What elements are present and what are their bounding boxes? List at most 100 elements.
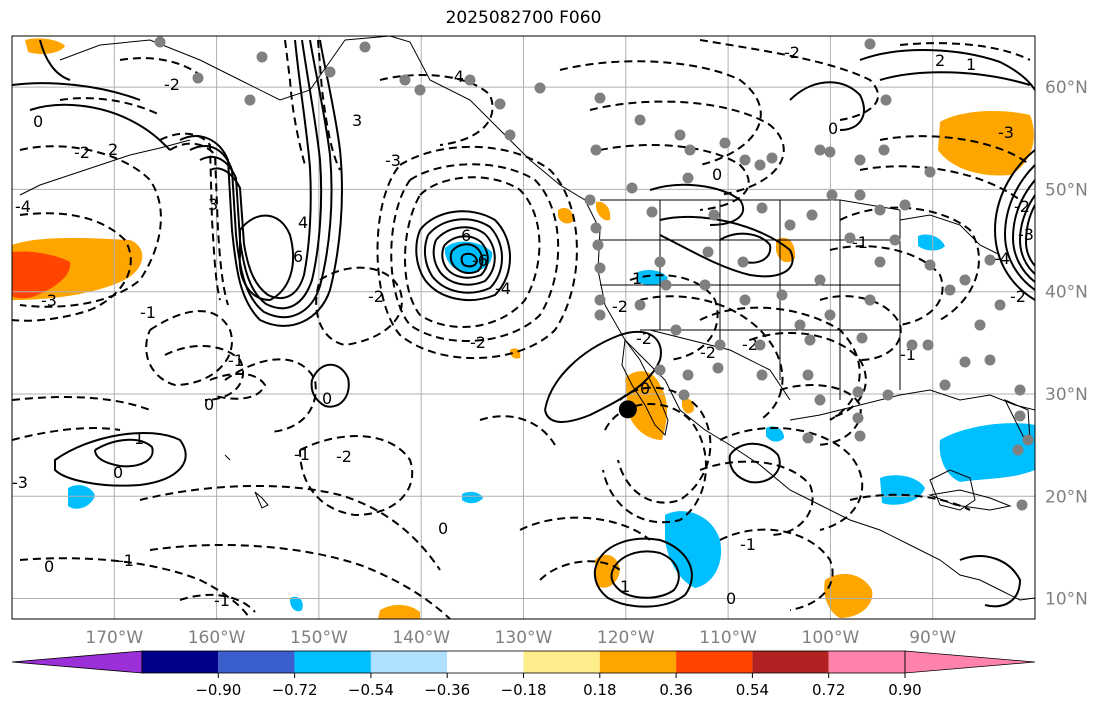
shade-blue-low xyxy=(444,241,493,273)
station-dot xyxy=(1014,410,1026,422)
station-dot xyxy=(594,262,606,274)
contour-label: -3 xyxy=(385,151,401,170)
station-dot xyxy=(804,334,816,346)
colorbar-segment xyxy=(142,651,219,673)
station-dot xyxy=(924,259,936,271)
station-dot xyxy=(754,339,766,351)
station-dot xyxy=(682,369,694,381)
contour-label: -4 xyxy=(448,67,464,86)
shade-blue-mex xyxy=(766,426,784,442)
contour-label: 1 xyxy=(632,269,642,288)
longitude-tick-label: 170°W xyxy=(85,628,143,648)
contour-label: 1 xyxy=(134,429,144,448)
contour-label: -1 xyxy=(118,551,134,570)
station-dot xyxy=(534,82,546,94)
colorbar-segment xyxy=(370,651,448,673)
station-dot xyxy=(192,72,204,84)
station-dot xyxy=(594,92,606,104)
station-dot xyxy=(584,194,596,206)
contour-label: 0 xyxy=(640,379,650,398)
station-dot xyxy=(256,51,268,63)
shade-red-west xyxy=(12,251,71,299)
station-dot xyxy=(802,432,814,444)
contour-label: 0 xyxy=(712,165,722,184)
contour-label: -2 xyxy=(1010,287,1026,306)
station-dot xyxy=(814,274,826,286)
station-dot xyxy=(399,74,411,86)
station-dot xyxy=(592,239,604,251)
contour-label: 0 xyxy=(726,589,736,608)
shade-blue-hawaii xyxy=(68,485,95,509)
station-dot xyxy=(739,294,751,306)
great-lakes xyxy=(899,214,1001,256)
latitude-labels: 60°N 50°N 40°N 30°N 20°N 10°N xyxy=(1045,78,1088,609)
contour-label: -1 xyxy=(214,591,230,610)
colorbar-tick-label: 0.90 xyxy=(888,681,921,699)
colorbar-tick-label: 0.36 xyxy=(659,681,692,699)
station-dot xyxy=(899,199,911,211)
colorbar-tick-label: −0.72 xyxy=(272,681,318,699)
station-dot xyxy=(590,144,602,156)
contour-label: -1 xyxy=(740,535,756,554)
colorbar-tick-label: −0.36 xyxy=(424,681,470,699)
map-frame xyxy=(11,35,1036,620)
aleutians xyxy=(19,139,191,196)
station-dot xyxy=(359,41,371,53)
baja-coast xyxy=(621,338,669,437)
contour-label: 2 xyxy=(935,51,945,70)
contour-label: -2 xyxy=(784,43,800,62)
station-dot xyxy=(854,189,866,201)
graticule xyxy=(12,36,1035,619)
shade-blue-pacific xyxy=(665,511,722,588)
alaska-coast xyxy=(59,39,346,101)
contour-label: -2 xyxy=(164,75,180,94)
station-dot xyxy=(874,256,886,268)
station-dot xyxy=(646,206,658,218)
shade-blue-lakes xyxy=(918,234,945,251)
station-dot xyxy=(654,256,666,268)
contour-label: -3 xyxy=(1018,225,1034,244)
station-dot xyxy=(504,129,516,141)
contour-label: -1 xyxy=(852,233,868,252)
station-dot xyxy=(974,319,986,331)
station-dot xyxy=(756,202,768,214)
station-dot xyxy=(660,279,672,291)
station-dot xyxy=(678,389,690,401)
station-dot xyxy=(1012,444,1024,456)
station-dot xyxy=(874,204,886,216)
contour-label: 0 xyxy=(33,112,43,131)
station-dot xyxy=(494,98,506,110)
longitude-tick-label: 140°W xyxy=(392,628,450,648)
station-dot xyxy=(959,356,971,368)
latitude-tick-label: 40°N xyxy=(1045,283,1088,303)
colorbar-segment xyxy=(599,651,677,673)
contour-label: 6 xyxy=(293,247,303,266)
shade-blue-tiny xyxy=(290,596,303,612)
station-dot xyxy=(994,299,1006,311)
station-dot xyxy=(856,332,868,344)
station-dot xyxy=(719,137,731,149)
contour-label: 3 xyxy=(208,195,218,214)
us-mexico-border xyxy=(649,329,791,401)
contour-label: -1 xyxy=(140,303,156,322)
shade-orange-bottom xyxy=(378,604,420,619)
station-dot xyxy=(154,36,166,48)
contour-label: 0 xyxy=(204,395,214,414)
station-dot xyxy=(852,386,864,398)
colorbar-segment xyxy=(752,651,829,673)
cuba xyxy=(928,489,1012,511)
contour-label: -6 xyxy=(472,251,488,270)
station-dot xyxy=(878,144,890,156)
shade-orange-ne xyxy=(938,110,1034,176)
station-dot xyxy=(864,294,876,306)
shade-orange-nw xyxy=(25,38,65,54)
shade-orange-nwcoast xyxy=(558,201,611,224)
station-dot xyxy=(844,232,856,244)
latitude-tick-label: 30°N xyxy=(1045,385,1088,405)
station-dot xyxy=(737,256,749,268)
shade-blue-mid xyxy=(462,491,483,504)
contour-label: -2 xyxy=(742,335,758,354)
colorbar: −0.90 −0.72 −0.54 −0.36 −0.18 0.18 0.36 0.54 0.7… xyxy=(11,650,1036,699)
station-dot xyxy=(590,222,602,234)
